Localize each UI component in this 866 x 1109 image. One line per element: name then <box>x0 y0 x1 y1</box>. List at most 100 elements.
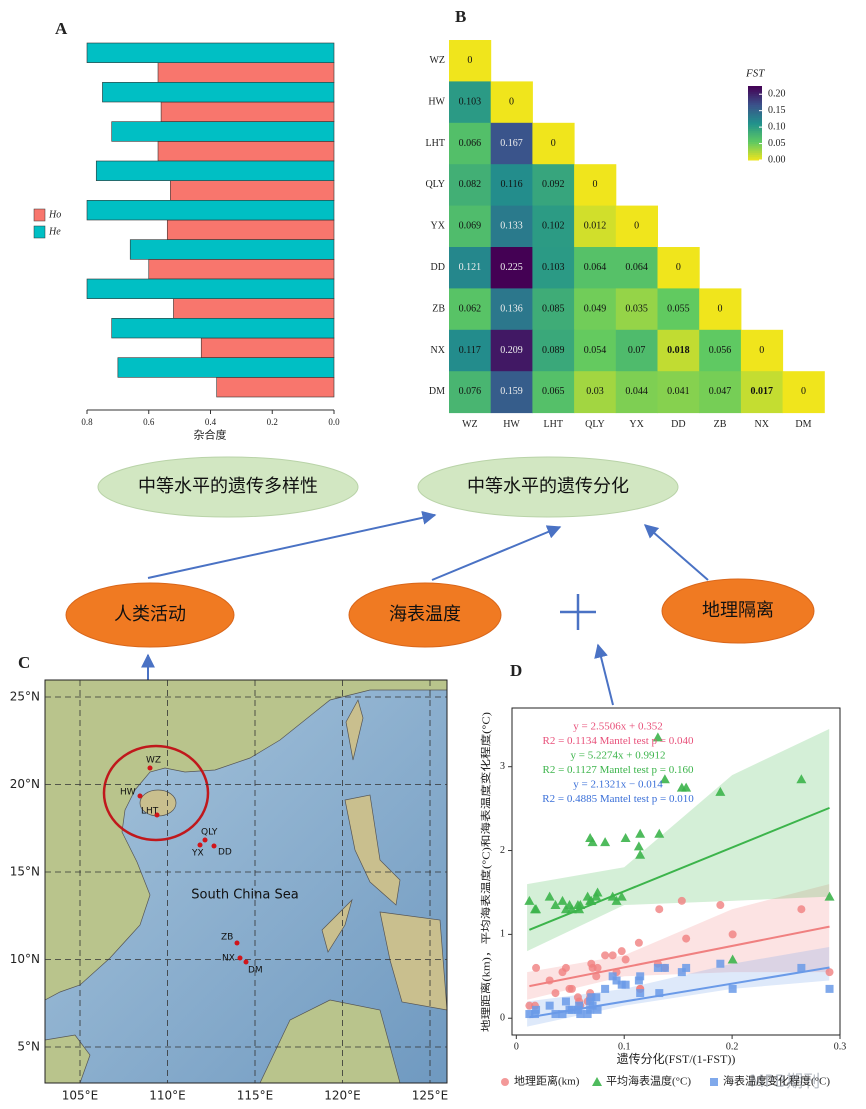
point <box>593 963 602 972</box>
colorbar-segment <box>748 106 762 109</box>
point <box>608 951 617 960</box>
x-tick-label: ZB <box>714 419 727 430</box>
heat-cell <box>782 371 825 414</box>
point <box>587 993 596 1002</box>
cell-label: 0.103 <box>459 96 482 107</box>
lon-label: 110°E <box>149 1089 186 1103</box>
cell-label: 0.209 <box>500 345 523 356</box>
point <box>633 841 644 851</box>
point <box>652 732 663 742</box>
x-tick-label: 0.8 <box>81 417 93 427</box>
cell-label: 0.159 <box>500 386 523 397</box>
lat-label: 25°N <box>10 690 40 704</box>
map-frame <box>44 679 448 1084</box>
point <box>557 895 568 905</box>
heat-cell <box>740 371 784 414</box>
cell-label: 0.076 <box>459 386 482 397</box>
cell-label: 0.044 <box>625 386 648 397</box>
annotation: R2 = 0.1127 Mantel test p = 0.160 <box>542 764 694 776</box>
site-point <box>154 812 160 818</box>
heat-cell <box>449 81 492 124</box>
point <box>716 959 725 968</box>
colorbar-tick-label: 0.05 <box>768 138 786 149</box>
heat-cell <box>615 371 658 414</box>
plot-frame <box>511 707 841 1036</box>
legend-label: He <box>48 226 61 237</box>
point <box>588 1001 597 1010</box>
cell-label: 0.064 <box>584 262 607 273</box>
cell-label: 0.103 <box>542 262 565 273</box>
heat-cell <box>490 81 533 124</box>
cell-label: 0.085 <box>542 303 565 314</box>
point <box>682 934 691 943</box>
point <box>601 984 610 993</box>
site-point <box>197 842 203 848</box>
colorbar-segment <box>748 134 762 137</box>
point <box>564 900 575 910</box>
panel-label: B <box>455 7 466 26</box>
land <box>321 898 353 953</box>
legend-swatch <box>33 208 46 222</box>
site-label: NX <box>222 954 235 964</box>
heat-cell <box>490 205 533 248</box>
watermark: MPB期刊 <box>750 1072 821 1092</box>
point <box>587 959 596 968</box>
node-shape <box>65 582 235 648</box>
site-label: LHT <box>141 807 159 817</box>
colorbar-segment <box>748 139 762 142</box>
heat-cell <box>449 205 492 248</box>
point <box>653 963 662 972</box>
heat-cell <box>699 288 742 331</box>
bar <box>111 318 335 339</box>
fit-line <box>529 966 830 1019</box>
bar <box>129 239 335 260</box>
heat-cell <box>449 40 492 82</box>
y-tick-label: ZB <box>432 303 445 314</box>
cell-label: 0.041 <box>667 386 690 397</box>
colorbar-segment <box>748 110 762 113</box>
bar <box>157 62 335 83</box>
heat-cell <box>532 371 575 414</box>
bar <box>216 377 335 398</box>
bar <box>160 101 335 122</box>
heat-cell <box>657 371 700 414</box>
cell-label: 0 <box>718 303 723 314</box>
y-tick-label: DD <box>431 262 445 273</box>
point <box>592 993 601 1002</box>
node-shape <box>661 578 815 644</box>
point <box>682 963 691 972</box>
point <box>797 963 806 972</box>
node-label: 中等水平的遗传多样性 <box>138 476 318 497</box>
point <box>677 968 686 977</box>
highlight-circle <box>102 744 210 842</box>
fit-line <box>529 925 830 988</box>
point <box>636 972 645 981</box>
panel-label: C <box>18 653 30 672</box>
cell-label: 0.035 <box>625 303 648 314</box>
lon-label: 115°E <box>237 1089 274 1103</box>
heat-cell <box>490 164 533 207</box>
x-tick-label: YX <box>629 419 644 430</box>
colorbar-segment <box>748 121 762 124</box>
x-tick-label: LHT <box>544 419 563 430</box>
point <box>544 891 555 901</box>
sea-label: South China Sea <box>191 888 298 903</box>
point <box>616 891 627 901</box>
point <box>532 963 541 972</box>
site-label: DD <box>218 848 232 858</box>
heat-cell <box>532 164 575 207</box>
heat-cell <box>574 205 617 248</box>
x-tick-label: 0.6 <box>143 417 155 427</box>
cell-label: 0.065 <box>542 386 565 397</box>
point <box>532 1005 541 1014</box>
cell-label: 0.116 <box>500 179 522 190</box>
colorbar-segment <box>748 137 762 141</box>
heat-cell <box>615 329 658 372</box>
colorbar-segment <box>748 123 762 126</box>
point <box>621 955 630 964</box>
point <box>824 891 835 901</box>
bar <box>200 337 335 358</box>
point <box>612 976 621 985</box>
point <box>600 837 611 847</box>
